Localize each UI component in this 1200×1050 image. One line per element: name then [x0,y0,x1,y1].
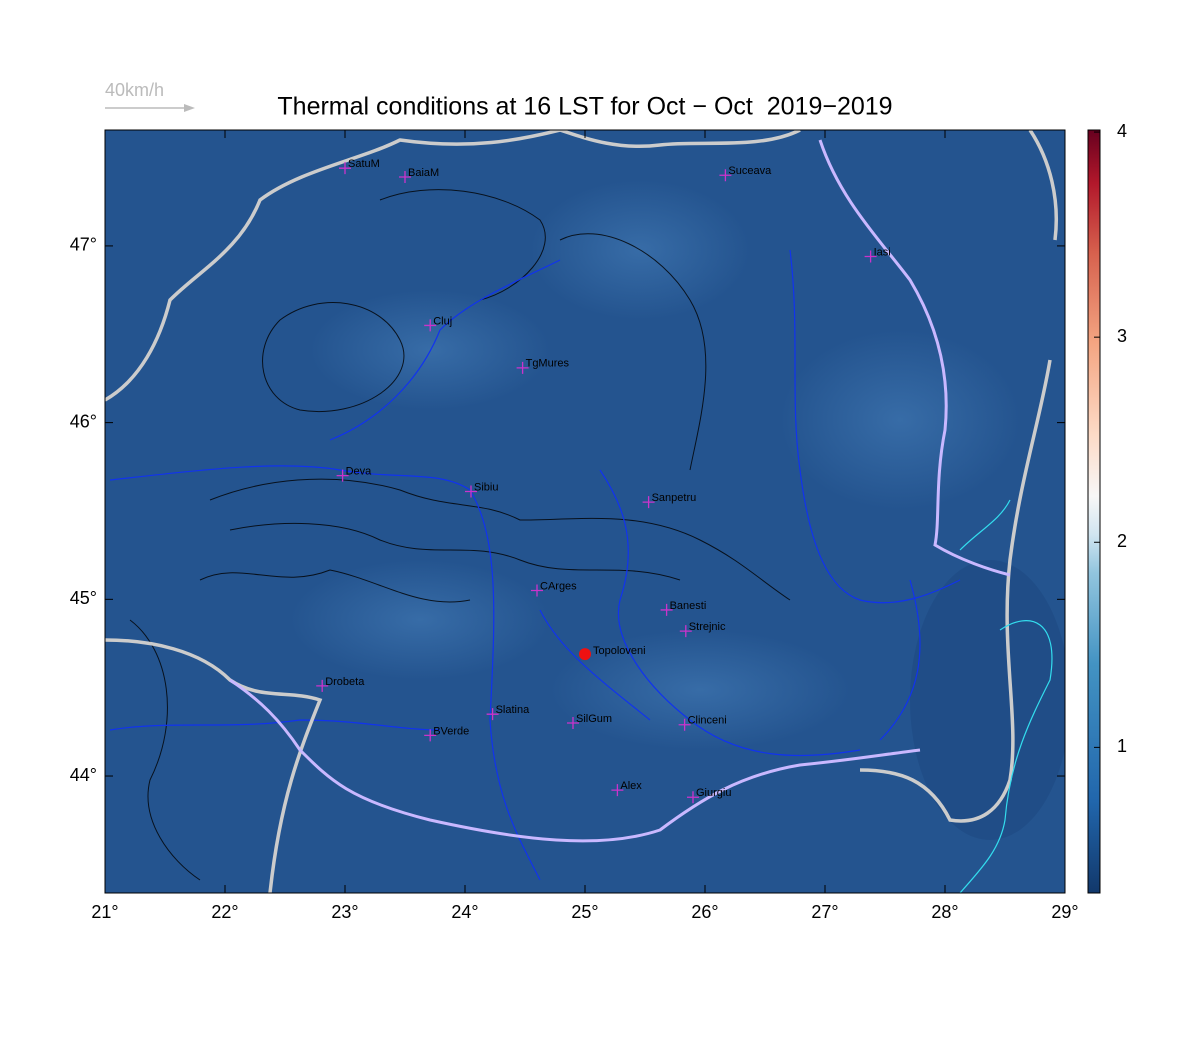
wind-scale-arrow [105,104,195,112]
site-label: Strejnic [689,621,726,633]
colorbar-tick-label: 3 [1117,326,1127,346]
highlight-label: Topoloveni [593,645,646,657]
site-marker [864,250,877,263]
highlight-site [579,648,591,661]
site-label: CArges [540,580,577,592]
y-tick-label: 44° [70,765,97,785]
site-marker [516,361,529,374]
x-tick-label: 22° [211,902,238,922]
site-marker [336,469,349,482]
site-label: Slatina [496,704,531,716]
site-label: Iasi [874,246,891,258]
site-marker [531,584,543,597]
y-tick-label: 46° [70,411,97,431]
site-label: Banesti [670,600,707,612]
colorbar-tick-label: 4 [1117,121,1127,141]
site-marker [687,791,699,804]
y-tick-label: 45° [70,588,97,608]
site-marker [642,496,655,509]
site-marker [424,729,437,742]
x-tick-label: 21° [91,902,118,922]
x-tick-label: 29° [1051,902,1078,922]
x-tick-label: 23° [331,902,358,922]
x-tick-label: 24° [451,902,478,922]
title: Thermal conditions at 16 LST for Oct − O… [277,93,892,121]
site-label: TgMures [526,358,570,370]
site-label: Cluj [433,315,452,327]
site-label: Sibiu [474,481,498,493]
site-label: SatuM [348,158,380,170]
site-marker [316,679,329,692]
site-label: Clinceni [688,715,727,727]
site-marker [678,718,691,731]
site-marker [339,162,351,175]
wind-scale-label: 40km/h [105,80,164,100]
y-tick-label: 47° [70,235,97,255]
colorbar-tick-label: 2 [1117,531,1127,551]
site-label: BaiaM [408,167,439,179]
site-marker [679,625,692,638]
site-label: Suceava [728,165,772,177]
site-marker [611,784,624,797]
site-label: BVerde [433,725,469,737]
x-tick-label: 25° [571,902,598,922]
site-marker [399,171,411,184]
x-tick-label: 26° [691,902,718,922]
site-marker [486,708,499,721]
site-marker [424,319,437,332]
site-label: Alex [620,780,642,792]
colorbar-tick-label: 1 [1117,736,1127,756]
site-marker [465,485,477,498]
colorbar [1087,129,1101,894]
site-marker [567,717,579,730]
site-label: Drobeta [325,676,365,688]
site-label: Giurgiu [696,787,731,799]
map-background [105,130,1065,893]
site-marker [660,603,673,616]
site-marker [719,169,732,182]
site-label: SilGum [576,713,612,725]
site-label: Deva [346,466,373,478]
site-label: Sanpetru [652,492,697,504]
x-tick-label: 27° [811,902,838,922]
x-tick-label: 28° [931,902,958,922]
